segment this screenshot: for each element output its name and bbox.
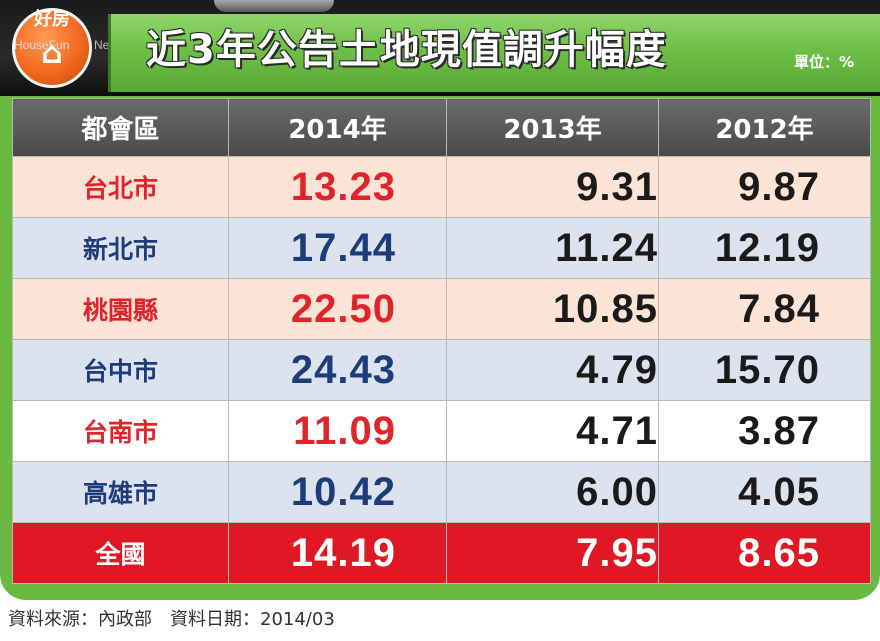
value-cell-2012: 7.84 — [658, 278, 871, 340]
region-cell: 台中市 — [12, 339, 229, 401]
region-cell: 台北市 — [12, 156, 229, 218]
page-title: 近3年公告土地現值調升幅度 — [146, 27, 667, 73]
top-decoration — [214, 0, 334, 12]
table-row: 新北市 17.44 11.24 12.19 — [12, 217, 871, 279]
logo-zh-text: 好房 — [34, 9, 70, 30]
value-cell-2014: 17.44 — [228, 217, 447, 279]
value-cell-2014: 14.19 — [228, 522, 447, 584]
value-cell-2012: 4.05 — [658, 461, 871, 523]
value-cell-2013: 11.24 — [446, 217, 659, 279]
column-header-2012: 2012年 — [658, 98, 871, 157]
unit-label: 單位：% — [793, 53, 854, 71]
house-icon: ⌂ — [41, 36, 63, 71]
value-cell-2014: 11.09 — [228, 400, 447, 462]
value-cell-2013: 10.85 — [446, 278, 659, 340]
value-cell-2013: 7.95 — [446, 522, 659, 584]
data-table: 都會區 2014年 2013年 2012年 台北市 13.23 9.31 9.8… — [12, 98, 871, 584]
table-row: 桃園縣 22.50 10.85 7.84 — [12, 278, 871, 340]
table-header-row: 都會區 2014年 2013年 2012年 — [12, 98, 871, 157]
column-header-region: 都會區 — [12, 98, 229, 157]
value-cell-2013: 4.71 — [446, 400, 659, 462]
value-cell-2012: 15.70 — [658, 339, 871, 401]
table-row: 台北市 13.23 9.31 9.87 — [12, 156, 871, 218]
logo: 好房 HouseFun News ⌂ — [4, 4, 124, 92]
logo-circle — [12, 8, 92, 88]
value-cell-2014: 13.23 — [228, 156, 447, 218]
region-cell: 全國 — [12, 522, 229, 584]
value-cell-2014: 24.43 — [228, 339, 447, 401]
region-cell: 桃園縣 — [12, 278, 229, 340]
value-cell-2012: 9.87 — [658, 156, 871, 218]
table-row-total: 全國 14.19 7.95 8.65 — [12, 522, 871, 584]
logo-en-text: HouseFun — [14, 38, 70, 52]
value-cell-2014: 10.42 — [228, 461, 447, 523]
value-cell-2013: 9.31 — [446, 156, 659, 218]
table-row: 高雄市 10.42 6.00 4.05 — [12, 461, 871, 523]
table-row: 台中市 24.43 4.79 15.70 — [12, 339, 871, 401]
title-banner — [108, 14, 880, 92]
source-note: 資料來源：內政部 資料日期：2014/03 — [8, 609, 335, 630]
column-header-2014: 2014年 — [228, 98, 447, 157]
region-cell: 台南市 — [12, 400, 229, 462]
value-cell-2013: 4.79 — [446, 339, 659, 401]
region-cell: 新北市 — [12, 217, 229, 279]
region-cell: 高雄市 — [12, 461, 229, 523]
table-row: 台南市 11.09 4.71 3.87 — [12, 400, 871, 462]
column-header-2013: 2013年 — [446, 98, 659, 157]
value-cell-2013: 6.00 — [446, 461, 659, 523]
value-cell-2012: 12.19 — [658, 217, 871, 279]
value-cell-2012: 3.87 — [658, 400, 871, 462]
value-cell-2014: 22.50 — [228, 278, 447, 340]
value-cell-2012: 8.65 — [658, 522, 871, 584]
